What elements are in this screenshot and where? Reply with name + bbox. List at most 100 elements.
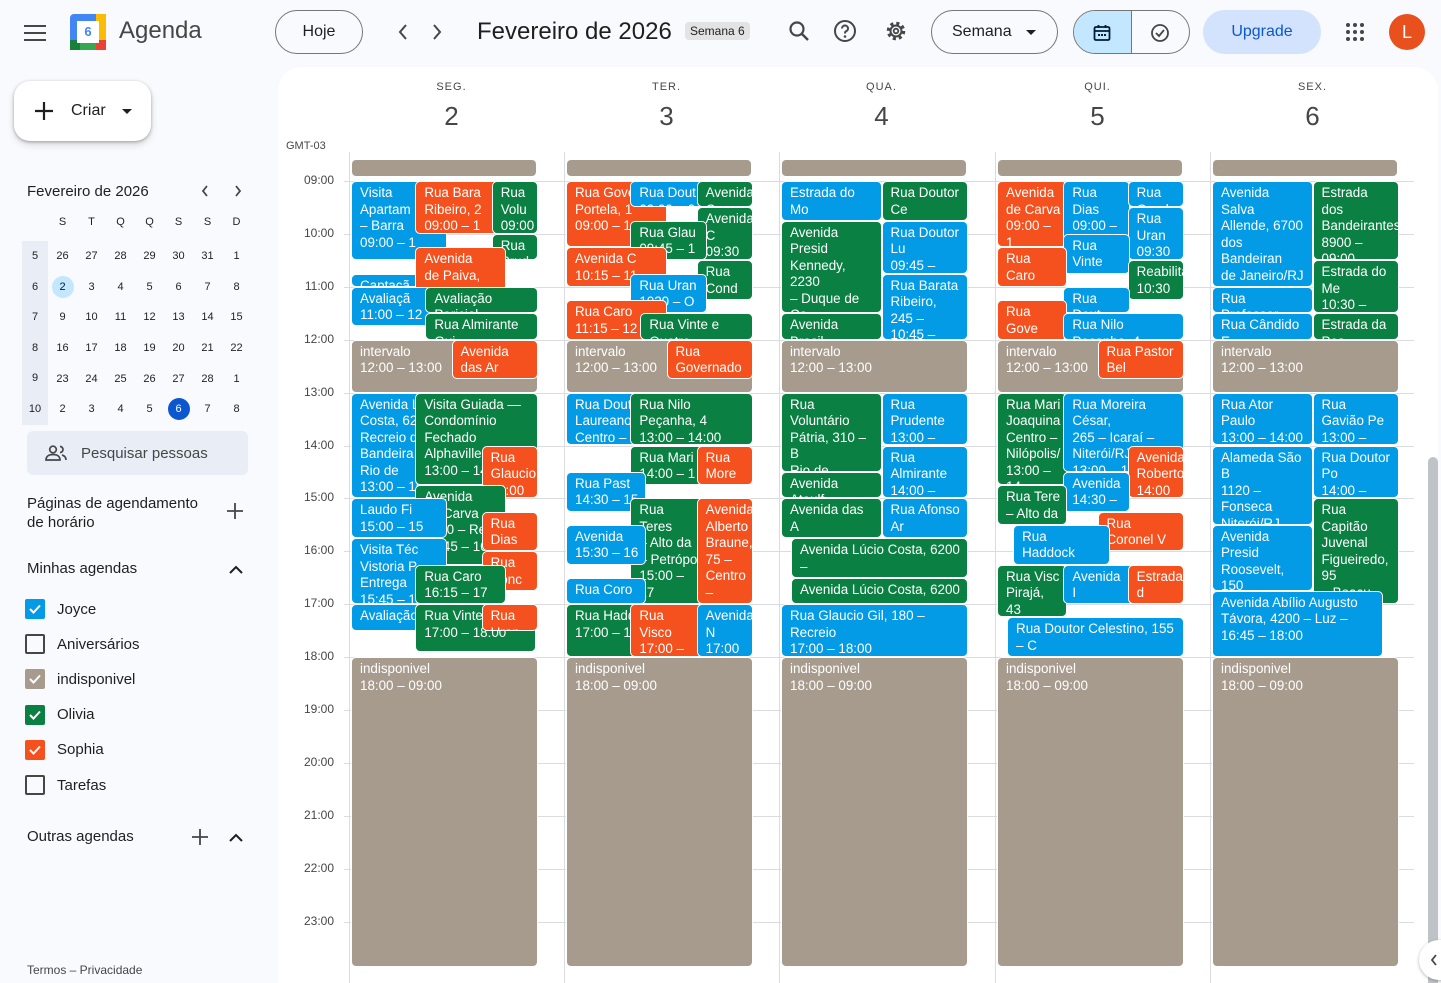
my-calendars-title[interactable]: Minhas agendas bbox=[27, 560, 138, 577]
calendar-event[interactable]: Rua Pastor Bel 12:00 – 12:45 bbox=[1097, 339, 1184, 380]
calendar-checkbox[interactable] bbox=[25, 704, 45, 725]
mini-week-number[interactable]: 10 bbox=[22, 393, 48, 425]
mini-day[interactable]: 29 bbox=[135, 245, 164, 267]
calendar-event[interactable]: Rua Mari Joaquina Centro – Nilópolis/ 13… bbox=[997, 392, 1068, 486]
calendar-event[interactable]: Avenida Lúcio Costa, 6200 – 15:45 – 16:3… bbox=[791, 538, 968, 578]
day-header[interactable]: SEG. 2 bbox=[351, 67, 552, 152]
calendar-event[interactable]: Avenida Salva Allende, 6700 dos Bandeira… bbox=[1212, 181, 1313, 287]
calendar-item[interactable]: Joyce bbox=[25, 594, 96, 624]
calendar-event[interactable]: Rua Coro bbox=[566, 577, 647, 605]
calendar-event[interactable]: Rua Nilo Peçanha, 4 bbox=[1063, 313, 1184, 340]
mini-week-number[interactable]: 6 bbox=[22, 271, 48, 303]
mini-day[interactable]: 15 bbox=[222, 306, 251, 328]
calendar-event[interactable]: Rua Glaucio Gil, 180 – Recreio 17:00 – 1… bbox=[781, 604, 968, 658]
mini-day[interactable]: 22 bbox=[222, 337, 251, 359]
calendar-event[interactable]: Rua Haddock 15:30 – 16:15 bbox=[1013, 524, 1110, 565]
calendar-event[interactable]: Avenida Lúcio Costa, 6200 – bbox=[791, 577, 968, 605]
mini-day[interactable]: 21 bbox=[193, 337, 222, 359]
calendar-event[interactable]: Avenida Alberto Braune, 75 – Centro – 15… bbox=[696, 498, 753, 605]
calendar-event[interactable]: Avenida Presid Roosevelt, 150 15:30 – 16… bbox=[1212, 524, 1313, 591]
previous-week-icon[interactable] bbox=[388, 16, 418, 48]
day-header[interactable]: TER. 3 bbox=[566, 67, 767, 152]
calendar-event[interactable]: Alameda São B 1120 – Fonseca Niterói/RJ … bbox=[1212, 445, 1313, 525]
calendar-event[interactable]: Rua Bara Ribeiro, 2 09:00 – 1 bbox=[415, 181, 506, 234]
calendar-event[interactable]: Rua Vinte e Quatro bbox=[640, 313, 753, 340]
calendar-event[interactable]: Rua Barata Ribeiro, 245 – 10:45 – 12:00 bbox=[881, 273, 968, 340]
calendar-event[interactable]: indisponivel 18:00 – 09:00 bbox=[1212, 657, 1399, 967]
collapse-other-calendars-icon[interactable] bbox=[222, 823, 250, 851]
mini-week-number[interactable]: 9 bbox=[22, 363, 48, 394]
search-icon[interactable] bbox=[780, 12, 818, 50]
calendar-event[interactable]: Avenida 15:30 – 16 bbox=[566, 524, 647, 565]
mini-day[interactable]: 1 bbox=[222, 368, 251, 390]
settings-gear-icon[interactable] bbox=[877, 12, 915, 50]
tasks-view-icon[interactable] bbox=[1132, 11, 1190, 53]
calendar-event[interactable]: Rua Caro 10:15 – 11 bbox=[997, 247, 1068, 287]
calendar-event[interactable]: Laudo Fi 15:00 – 15 bbox=[351, 498, 448, 539]
calendar-item[interactable]: Sophia bbox=[25, 735, 104, 765]
calendar-event[interactable]: Rua Cond bbox=[1127, 181, 1184, 208]
mini-day[interactable]: 17 bbox=[77, 337, 106, 359]
today-button[interactable]: Hoje bbox=[275, 10, 363, 54]
mini-day[interactable]: 23 bbox=[48, 368, 77, 390]
search-people-field[interactable]: Pesquisar pessoas bbox=[27, 431, 248, 475]
event-unavailable-continuation[interactable] bbox=[997, 159, 1183, 177]
mini-day[interactable]: 20 bbox=[164, 337, 193, 359]
day-header[interactable]: QUA. 4 bbox=[781, 67, 982, 152]
calendar-event[interactable]: Avenida 14:30 – 15 bbox=[1063, 471, 1130, 512]
mini-day[interactable]: 10 bbox=[77, 306, 106, 328]
calendar-event[interactable]: Avenida das Ar 12:00 – 12:45 bbox=[451, 339, 538, 380]
day-number[interactable]: 2 bbox=[444, 101, 459, 131]
calendar-event[interactable]: Avenida Abílio Augusto Távora, 4200 – Lu… bbox=[1212, 590, 1383, 658]
mini-day[interactable]: 7 bbox=[193, 276, 222, 298]
create-button[interactable]: Criar bbox=[14, 81, 151, 141]
mini-day[interactable]: 11 bbox=[106, 306, 135, 328]
calendar-event[interactable]: Rua Capitão Juvenal Figueiredo, 95 – Boa… bbox=[1312, 498, 1399, 605]
mini-day[interactable]: 4 bbox=[106, 276, 135, 298]
mini-day[interactable]: 27 bbox=[164, 368, 193, 390]
calendar-view-icon[interactable] bbox=[1074, 11, 1132, 53]
mini-day[interactable]: 5 bbox=[135, 276, 164, 298]
event-unavailable-continuation[interactable] bbox=[566, 159, 752, 177]
calendar-event[interactable]: Rua Doutor Po 14:00 – 15:00 bbox=[1312, 445, 1399, 499]
mini-day[interactable]: 3 bbox=[77, 276, 106, 298]
mini-next-month-icon[interactable] bbox=[225, 178, 251, 204]
calendar-checkbox[interactable] bbox=[25, 669, 45, 690]
calendar-item[interactable]: indisponivel bbox=[25, 664, 135, 694]
calendar-checkbox[interactable] bbox=[25, 739, 45, 760]
mini-day[interactable]: 7 bbox=[193, 398, 222, 420]
calendar-event[interactable]: Estrada do Mo 09:00 – 09:45 bbox=[781, 181, 882, 221]
collapse-my-calendars-icon[interactable] bbox=[222, 555, 250, 583]
calendar-event[interactable]: Avenida Presid Kennedy, 2230 – Duque de … bbox=[781, 220, 882, 314]
mini-day[interactable]: 26 bbox=[48, 245, 77, 267]
calendar-event[interactable]: Rua Gove Portela, 1 09:00 – 1 bbox=[566, 181, 667, 248]
calendar-event[interactable]: intervalo 12:00 – 13:00 bbox=[781, 339, 968, 393]
mini-week-number[interactable]: 5 bbox=[22, 241, 48, 272]
calendar-event[interactable]: Rua Professor bbox=[1212, 286, 1313, 314]
calendar-event[interactable]: Rua Nilo Peçanha, 4 13:00 – 14:00 bbox=[630, 392, 753, 446]
mini-day[interactable]: 4 bbox=[106, 398, 135, 420]
mini-day[interactable]: 8 bbox=[222, 398, 251, 420]
view-selector[interactable]: Semana bbox=[931, 10, 1058, 54]
calendar-event[interactable]: Avenida I 16:15 – 17 bbox=[1063, 564, 1134, 605]
calendar-event[interactable]: Rua Dout bbox=[1063, 286, 1130, 314]
event-unavailable-continuation[interactable] bbox=[351, 159, 537, 177]
add-other-calendar-icon[interactable] bbox=[186, 823, 214, 851]
calendar-event[interactable]: Rua Cândido E bbox=[1212, 313, 1313, 340]
mini-day[interactable]: 25 bbox=[106, 368, 135, 390]
calendar-event[interactable]: indisponivel 18:00 – 09:00 bbox=[351, 657, 538, 967]
help-icon[interactable] bbox=[826, 12, 864, 50]
mini-day[interactable]: 2 bbox=[48, 398, 77, 420]
footer-links[interactable]: Termos – Privacidade bbox=[27, 963, 143, 977]
calendar-event[interactable]: Rua Uran bbox=[481, 604, 538, 631]
calendar-event[interactable]: Avenida de Carva 09:00 – 1 bbox=[997, 181, 1068, 248]
mini-day[interactable]: 30 bbox=[164, 245, 193, 267]
calendar-event[interactable]: Rua Voluntário Pátria, 310 – B Rio de Ja… bbox=[781, 392, 882, 472]
calendar-event[interactable]: Estrada d 16:15 – 17 bbox=[1127, 564, 1184, 605]
mini-day[interactable]: 3 bbox=[77, 398, 106, 420]
calendar-event[interactable]: Estrada do Me 10:30 – 11:30 bbox=[1312, 260, 1399, 314]
calendar-item[interactable]: Olivia bbox=[25, 700, 95, 730]
calendar-event[interactable]: Avenida Brasil, bbox=[781, 313, 882, 340]
vertical-scrollbar[interactable] bbox=[1428, 457, 1438, 983]
calendar-item[interactable]: Aniversários bbox=[25, 629, 140, 659]
